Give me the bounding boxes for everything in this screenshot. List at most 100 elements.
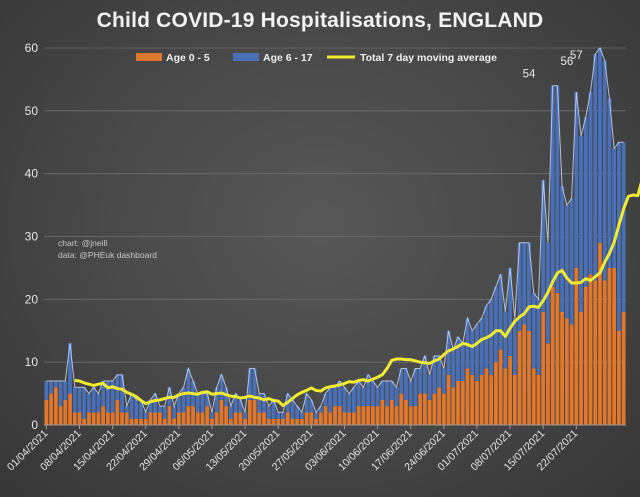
bar-age-0-5: [281, 418, 285, 425]
bar-age-0-5: [342, 412, 347, 425]
bar-age-0-5: [101, 406, 106, 425]
bar-age-0-5: [564, 318, 569, 425]
bar-age-6-17: [82, 387, 87, 419]
bar-age-6-17: [247, 368, 252, 400]
bar-age-6-17: [456, 337, 460, 382]
bar-age-0-5: [276, 418, 281, 425]
bar-age-0-5: [441, 393, 446, 425]
bar-age-6-17: [139, 399, 143, 419]
bar-age-0-5: [72, 412, 77, 425]
bar-age-6-17: [498, 274, 503, 350]
bar-age-0-5: [546, 343, 550, 425]
bar-age-0-5: [314, 418, 318, 425]
bar-age-0-5: [82, 418, 87, 425]
bar-age-6-17: [105, 381, 110, 413]
bar-age-6-17: [53, 381, 58, 388]
bar-age-6-17: [612, 148, 617, 268]
bar-age-0-5: [418, 393, 423, 425]
bar-age-6-17: [181, 387, 186, 413]
bar-age-0-5: [176, 412, 181, 425]
bar-age-0-5: [385, 406, 389, 425]
legend: Age 0 - 5 Age 6 - 17 Total 7 day moving av…: [136, 52, 497, 64]
bar-age-0-5: [394, 406, 399, 425]
bar-age-6-17: [432, 355, 437, 394]
bar-age-6-17: [489, 299, 494, 375]
y-tick-label: 0: [31, 418, 38, 432]
bar-age-0-5: [262, 412, 266, 425]
bar-age-0-5: [214, 412, 219, 425]
bar-age-6-17: [470, 330, 475, 375]
bar-age-0-5: [304, 412, 309, 425]
bar-age-6-17: [427, 374, 432, 400]
bar-age-0-5: [271, 418, 276, 425]
bar-age-0-5: [479, 374, 484, 425]
bar-age-0-5: [361, 406, 366, 425]
legend-label: Total 7 day moving average: [360, 52, 497, 64]
bar-age-0-5: [205, 406, 210, 425]
bar-age-6-17: [517, 242, 522, 331]
bar-age-6-17: [314, 412, 318, 419]
bar-age-0-5: [408, 406, 413, 425]
y-tick-label: 40: [25, 167, 39, 181]
credit-text: chart: @jneill: [58, 238, 107, 248]
bar-age-0-5: [493, 362, 498, 425]
bar-age-0-5: [621, 311, 626, 425]
bar-age-0-5: [68, 393, 72, 425]
bar-age-0-5: [299, 418, 304, 425]
bar-age-0-5: [446, 374, 451, 425]
bar-age-6-17: [512, 318, 517, 375]
bar-age-6-17: [266, 406, 271, 419]
bar-age-6-17: [309, 399, 314, 413]
bar-age-6-17: [347, 393, 352, 413]
bar-age-6-17: [394, 387, 399, 407]
bar-age-0-5: [257, 412, 262, 425]
bar-age-6-17: [356, 381, 361, 407]
bar-age-6-17: [385, 381, 389, 407]
bar-age-0-5: [143, 418, 148, 425]
bars: [44, 48, 626, 425]
bar-age-6-17: [399, 368, 404, 394]
bar-age-6-17: [148, 399, 153, 413]
bar-age-6-17: [252, 368, 257, 400]
bar-age-0-5: [115, 399, 120, 425]
bar-age-6-17: [342, 387, 347, 413]
bar-age-0-5: [508, 355, 512, 425]
bar-age-6-17: [418, 368, 423, 394]
bar-age-0-5: [195, 412, 200, 425]
bar-age-0-5: [456, 381, 460, 425]
bar-age-6-17: [404, 368, 408, 400]
bar-age-0-5: [295, 418, 300, 425]
bar-age-6-17: [58, 381, 63, 407]
credit-text: data: @PHEuk dashboard: [58, 250, 157, 260]
bar-age-6-17: [299, 412, 304, 419]
bar-age-0-5: [512, 374, 517, 425]
bar-age-0-5: [247, 399, 252, 425]
bar-age-6-17: [271, 399, 276, 419]
bar-age-0-5: [427, 399, 432, 425]
bar-age-6-17: [63, 381, 68, 400]
bar-age-0-5: [432, 393, 437, 425]
bar-age-0-5: [399, 393, 404, 425]
bar-age-0-5: [44, 399, 49, 425]
bar-age-6-17: [281, 412, 285, 419]
bar-age-6-17: [214, 387, 219, 413]
bar-age-6-17: [238, 399, 243, 413]
bar-age-6-17: [143, 412, 148, 419]
bar-age-0-5: [470, 374, 475, 425]
y-tick-label: 50: [25, 104, 39, 118]
bar-age-0-5: [285, 412, 290, 425]
bar-age-6-17: [621, 142, 626, 312]
bar-age-0-5: [63, 399, 68, 425]
bar-age-0-5: [233, 412, 238, 425]
bar-age-6-17: [153, 393, 158, 413]
y-tick-label: 10: [25, 355, 39, 369]
legend-swatch: [233, 53, 259, 61]
bar-age-6-17: [583, 117, 588, 287]
bar-age-6-17: [555, 85, 560, 294]
peak-label: 57: [570, 50, 583, 62]
bar-age-0-5: [612, 267, 617, 425]
bar-age-0-5: [105, 412, 110, 425]
bar-age-6-17: [295, 406, 300, 419]
